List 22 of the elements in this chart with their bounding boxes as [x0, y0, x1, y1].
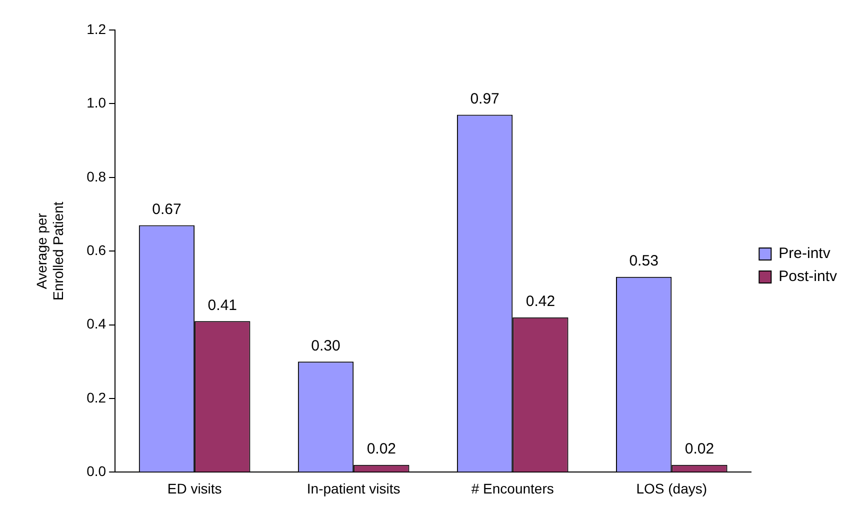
legend-label: Pre-intv [778, 245, 831, 262]
legend-label: Post-intv [778, 268, 838, 286]
data-label: 0.02 [684, 440, 714, 458]
y-axis-title: Average per Enrolled Patient [33, 202, 66, 301]
data-label: 0.42 [526, 293, 556, 310]
x-tick-label: ED visits [167, 480, 222, 496]
y-tick-label: 0.2 [86, 389, 106, 406]
data-label: 0.97 [470, 90, 500, 108]
x-tick-label: In-patient visits [306, 480, 400, 496]
data-label: 0.41 [208, 296, 238, 314]
data-label: 0.67 [152, 200, 182, 218]
data-label: 0.30 [311, 337, 340, 354]
data-label: 0.02 [366, 440, 396, 458]
y-tick-label: 0.8 [86, 168, 106, 184]
data-label: 0.53 [629, 252, 658, 270]
y-tick-label: 0.0 [86, 463, 106, 480]
y-tick-label: 0.4 [86, 316, 106, 332]
y-tick-label: 1.2 [86, 20, 106, 37]
x-tick-label: LOS (days) [636, 480, 708, 496]
x-tick-label: # Encounters [471, 480, 554, 496]
y-tick-label: 0.6 [86, 242, 106, 258]
y-tick-label: 1.0 [86, 94, 106, 111]
